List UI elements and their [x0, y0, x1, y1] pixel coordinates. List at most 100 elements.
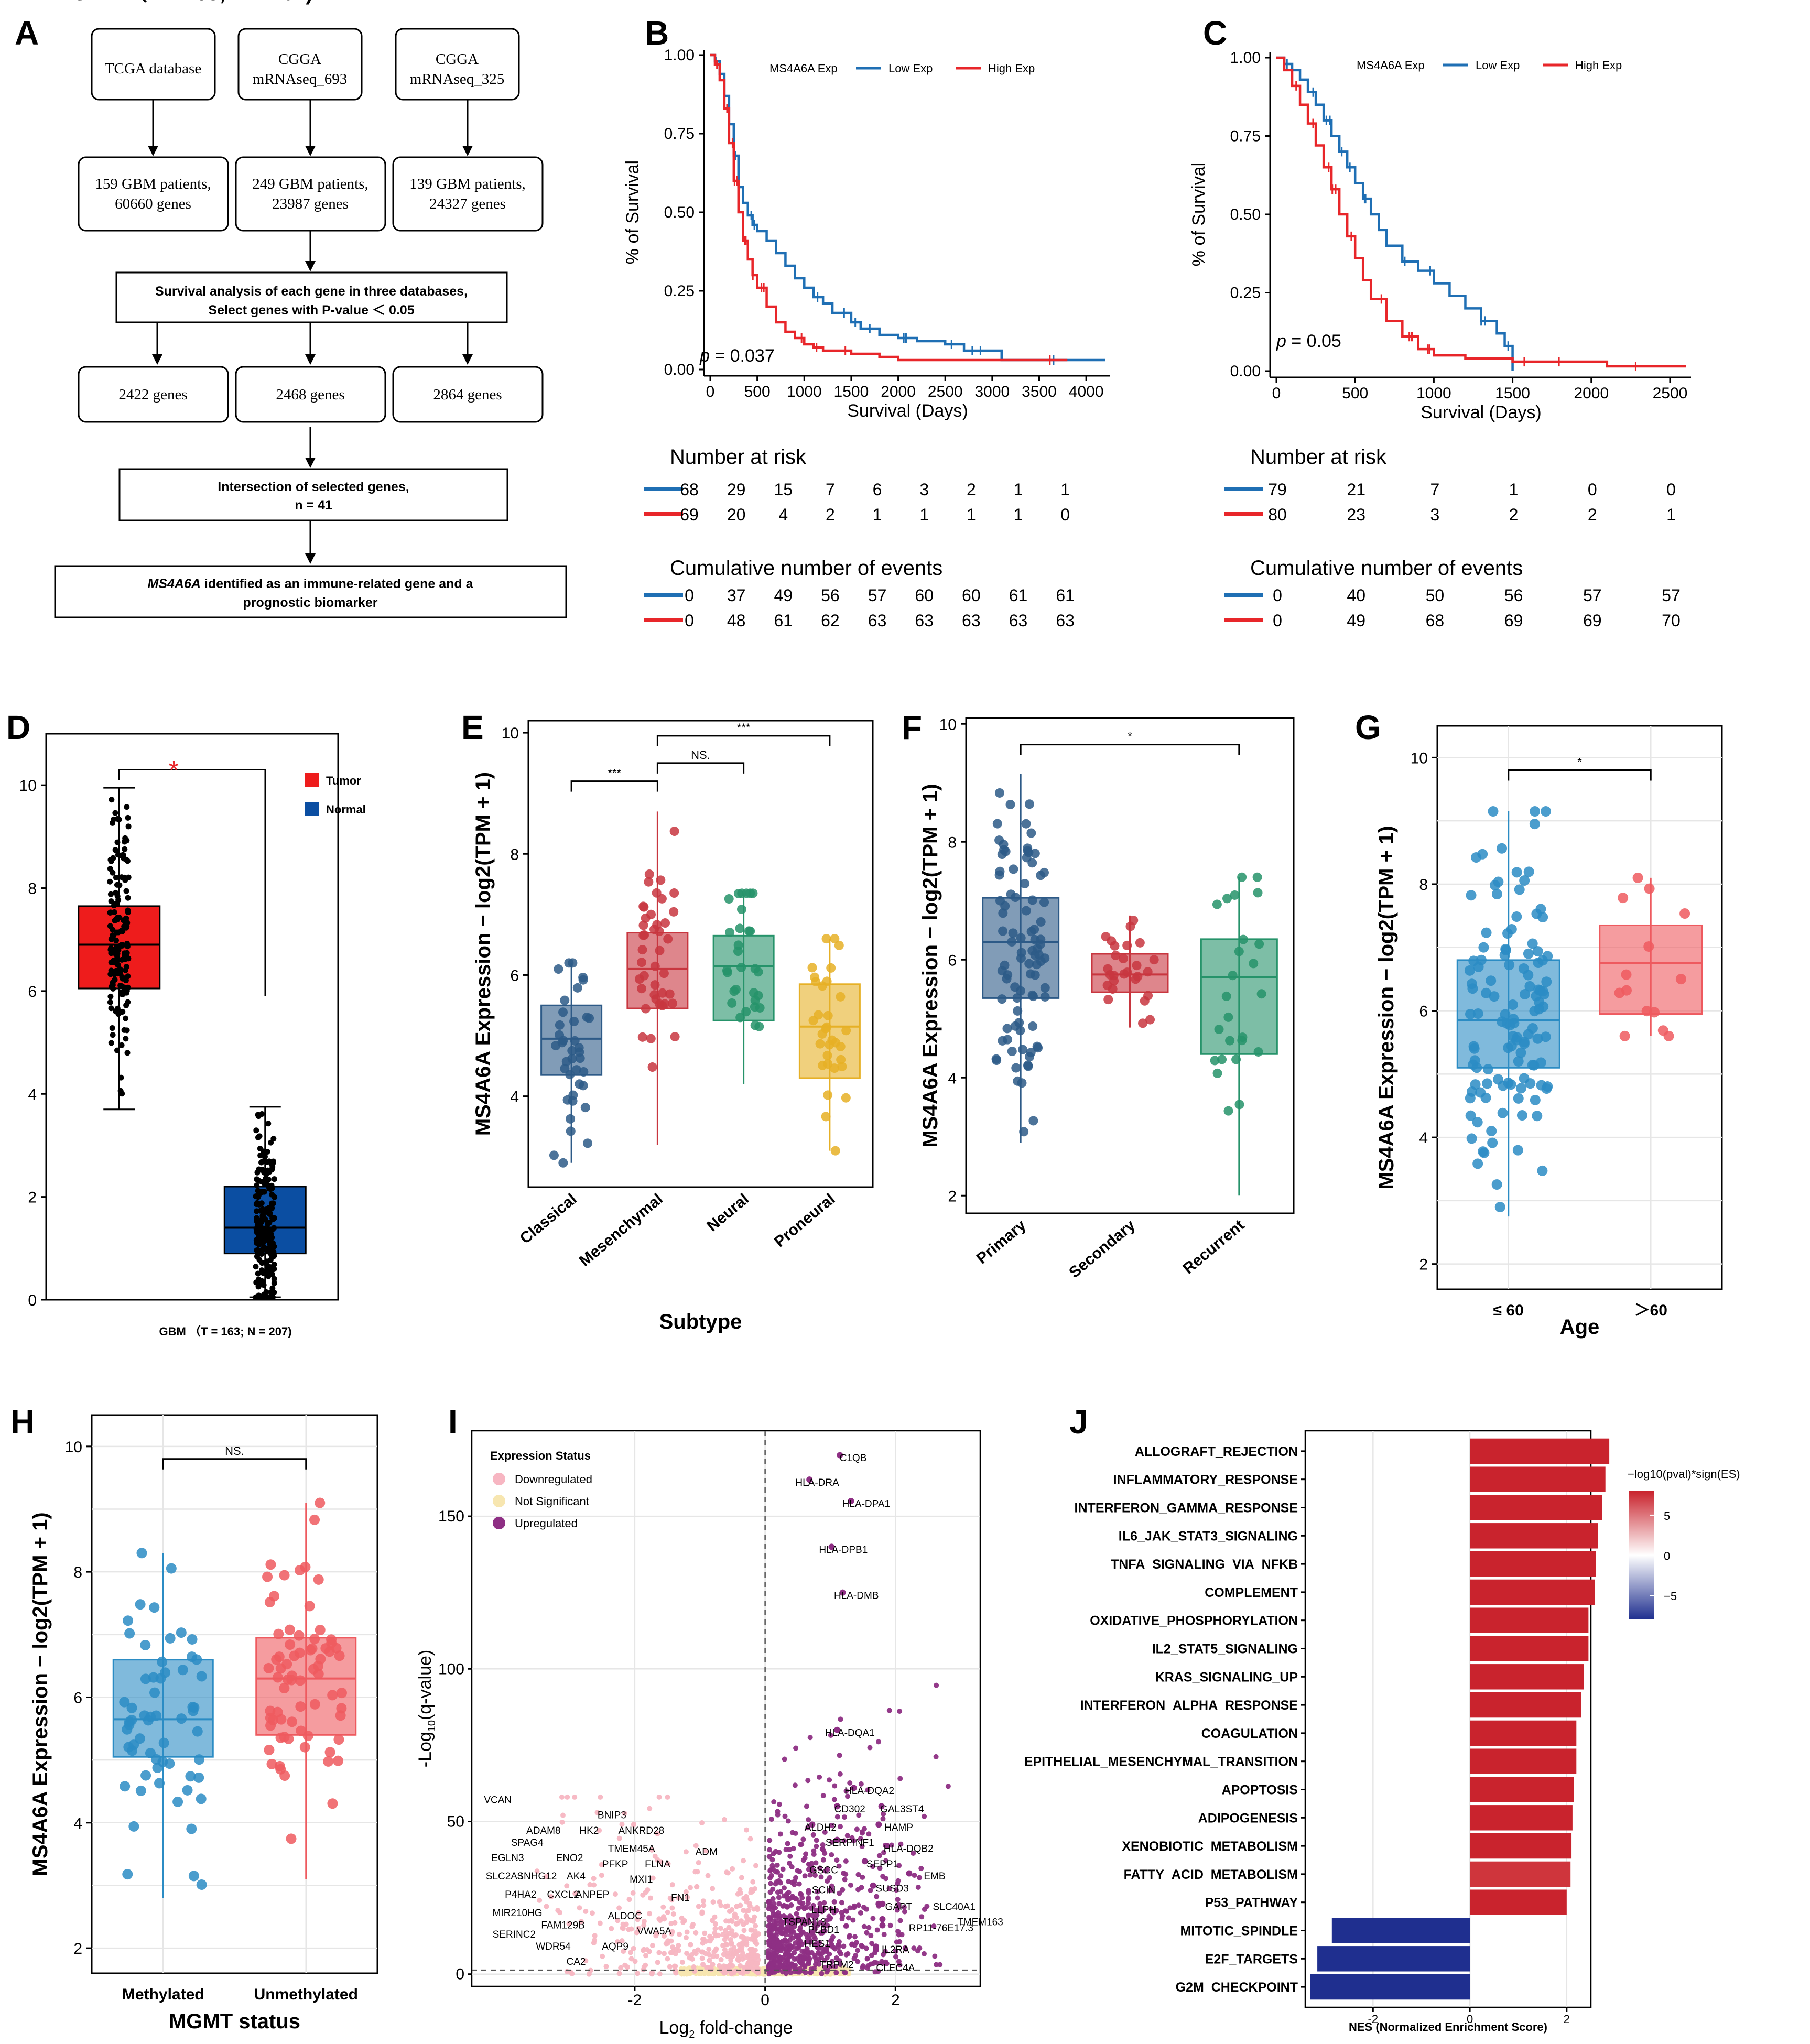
point-upregulated: [776, 1901, 782, 1907]
point-downregulated: [647, 1806, 653, 1811]
point-downregulated: [684, 1929, 690, 1935]
gene-label-up-overlap: SCIN: [812, 1885, 836, 1896]
point-upregulated: [814, 1843, 819, 1849]
point-upregulated: [860, 1830, 865, 1836]
data-point: [580, 1103, 590, 1113]
point-labeled-gene: [861, 1858, 868, 1865]
data-point: [1036, 934, 1046, 944]
point-downregulated: [634, 1930, 640, 1936]
data-point: [736, 963, 746, 973]
data-point: [295, 1701, 306, 1712]
x-tick-label: Methylated: [122, 1986, 204, 2003]
gene-label-down: FN1: [671, 1893, 690, 1904]
data-point: [123, 1615, 134, 1626]
point-upregulated: [842, 1877, 848, 1883]
point-downregulated: [680, 1919, 686, 1925]
events-cell: 56: [1504, 586, 1523, 605]
events-cell: 49: [774, 586, 793, 605]
data-point: [572, 983, 582, 993]
data-point: [187, 1634, 198, 1645]
data-point: [120, 917, 126, 923]
data-point: [125, 907, 131, 914]
km-curve-high-exp: [1276, 56, 1686, 368]
point-upregulated: [809, 1868, 815, 1874]
point-upregulated: [788, 1927, 794, 1933]
point-upregulated: [822, 1851, 828, 1856]
data-point: [270, 1216, 276, 1222]
data-point: [1222, 894, 1232, 904]
data-point: [262, 1153, 268, 1159]
point-downregulated: [699, 1820, 705, 1826]
point-upregulated: [784, 1904, 790, 1910]
point-upregulated: [767, 1952, 773, 1958]
intersection-line2: n = 41: [295, 498, 332, 513]
pathway-label: XENOBIOTIC_METABOLISM: [1122, 1839, 1298, 1854]
data-point: [1040, 992, 1050, 1002]
data-point: [836, 1041, 846, 1051]
data-point: [646, 1034, 656, 1043]
point-upregulated: [800, 1920, 806, 1926]
pathway-label: P53_PATHWAY: [1205, 1896, 1298, 1910]
panel-d-boxplot: D 0 2 4 6 8 10 GBM （T = 163; N = 207) * Tumor Norm…: [6, 0, 366, 1338]
bar-fatty_acid_metabolism: [1470, 1861, 1571, 1887]
point-upregulated: [767, 1847, 773, 1853]
gene-label-up: HLA-DRA: [795, 1477, 839, 1488]
data-point: [1028, 1021, 1038, 1031]
gene-label-down: FAM129B: [541, 1920, 584, 1931]
point-downregulated: [591, 1882, 597, 1888]
gene-label-up-overlap: GSCC: [809, 1865, 838, 1876]
y-tick-label: 6: [28, 983, 37, 1001]
point-upregulated: [870, 1916, 876, 1921]
events-cell: 63: [868, 611, 887, 630]
gene-label-up: TRPM2: [820, 1960, 853, 1971]
point-upregulated: [775, 1809, 781, 1814]
point-labeled-gene: [834, 1803, 841, 1810]
point-upregulated: [828, 1963, 834, 1969]
x-axis-title: GBM （T = 163; N = 207): [71, 0, 312, 5]
point-downregulated: [592, 1938, 598, 1943]
point-upregulated: [896, 1959, 902, 1964]
point-downregulated: [654, 1930, 660, 1936]
point-labeled-gene: [879, 1900, 886, 1907]
panel-c-km: C0.000.250.500.751.000 500 1000 1500 2000 250…: [1189, 14, 1691, 630]
point-downregulated: [730, 1963, 735, 1969]
y-tick-label: 10: [19, 777, 37, 795]
point-labeled-gene: [806, 1476, 813, 1483]
bar-epithelial_mesenchymal_transition: [1470, 1748, 1577, 1774]
data-point: [112, 810, 118, 816]
data-point: [124, 923, 130, 929]
point-upregulated: [813, 1860, 819, 1866]
data-point: [149, 1687, 160, 1698]
point-upregulated: [806, 1861, 811, 1867]
data-point: [1503, 1042, 1514, 1053]
y-tick-label: 0.75: [664, 125, 695, 143]
bar-mitotic_spindle: [1331, 1918, 1470, 1943]
point-upregulated: [770, 1896, 776, 1901]
data-point: [269, 1267, 275, 1274]
point-upregulated: [803, 1851, 809, 1857]
point-upregulated: [843, 1788, 849, 1794]
data-point: [1025, 1052, 1035, 1062]
data-point: [333, 1734, 344, 1745]
point-upregulated: [819, 1971, 825, 1976]
y-tick-label: 0.00: [664, 361, 695, 378]
point-downregulated: [534, 1868, 540, 1874]
pathway-label: EPITHELIAL_MESENCHYMAL_TRANSITION: [1024, 1755, 1298, 1769]
risk-cell: 7: [1430, 480, 1439, 499]
y-tick-label: 8: [73, 1564, 82, 1581]
point-upregulated: [800, 1836, 806, 1842]
y-tick-label: 8: [948, 834, 957, 851]
data-point: [1026, 828, 1036, 838]
point-downregulated: [619, 1821, 625, 1827]
gene-label-down: VWA5A: [637, 1926, 671, 1937]
point-upregulated: [802, 1873, 808, 1879]
point-downregulated: [568, 1970, 573, 1975]
data-point: [257, 1145, 263, 1151]
panel-label-i: I: [448, 1403, 458, 1441]
patients-cgga325-line1: 139 GBM patients,: [409, 176, 526, 192]
point-upregulated: [794, 1911, 799, 1917]
data-point: [188, 1705, 199, 1716]
data-point: [638, 901, 648, 911]
data-point: [1491, 889, 1502, 900]
point-upregulated: [767, 1838, 773, 1843]
